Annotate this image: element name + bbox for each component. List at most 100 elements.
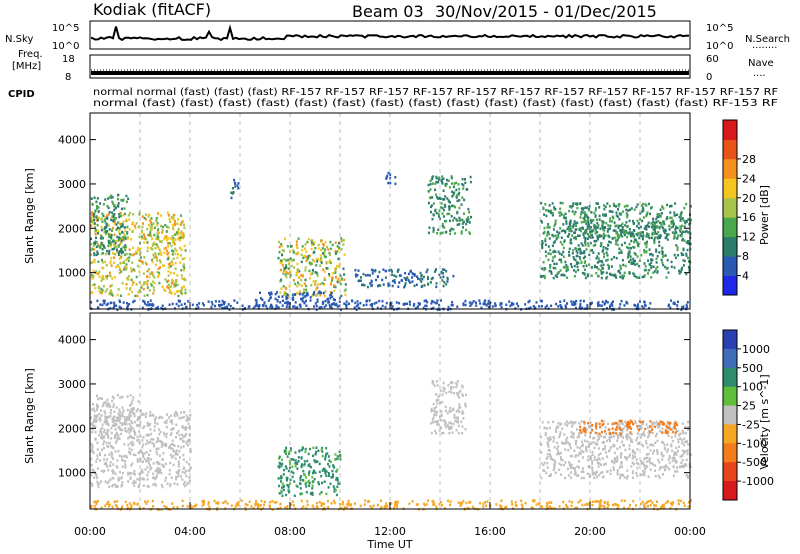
- power-cell-1900: [618, 218, 621, 221]
- velocity-cell-226: [139, 421, 142, 424]
- power-cell-937: [284, 286, 287, 290]
- velocity-cell-1710: [595, 422, 597, 426]
- power-cell-2579: [509, 304, 512, 308]
- velocity-cell-1627: [616, 455, 619, 459]
- power-cell-506: [116, 293, 119, 297]
- power-cell-1823: [596, 221, 599, 225]
- power-cell-1690: [598, 235, 601, 238]
- velocity-cell-1890: [531, 507, 534, 510]
- velocity-cell-921: [455, 382, 458, 385]
- velocity-cell-2136: [661, 505, 664, 508]
- power-cell-894: [283, 293, 286, 297]
- power-cell-1478: [572, 202, 575, 205]
- power-cell-1635: [547, 223, 550, 226]
- velocity-cell-1951: [100, 506, 103, 509]
- velocity-cell-1843: [311, 504, 314, 508]
- velocity-cell-256: [136, 457, 139, 461]
- power-cell-1847: [544, 239, 547, 243]
- velocity-cell-487: [173, 413, 176, 416]
- velocity-cell-1275: [631, 450, 634, 454]
- power-cell-745: [231, 192, 234, 195]
- velocity-cell-1523: [626, 475, 629, 478]
- power-cell-1109: [267, 299, 270, 302]
- power-cell-2179: [648, 263, 651, 266]
- power-cell-2244: [630, 231, 633, 234]
- nave-dots: ....: [753, 68, 766, 79]
- power-cell-2696: [469, 304, 472, 307]
- power-cell-1902: [559, 201, 562, 205]
- velocity-cell-906: [332, 464, 335, 467]
- power-cell-2159: [584, 243, 587, 247]
- velocity-cell-1392: [569, 454, 572, 458]
- velocity-cell-1683: [600, 419, 603, 423]
- velocity-cell-2092: [581, 503, 584, 507]
- velocity-cell-1996: [579, 499, 582, 502]
- power-cell-496: [117, 288, 120, 291]
- power-cell-1931: [627, 251, 630, 254]
- power-cell-527: [170, 244, 173, 248]
- power-cell-2346: [673, 237, 675, 240]
- power-cell-1360: [442, 215, 445, 218]
- power-cell-1180: [413, 284, 416, 288]
- velocity-cell-612: [121, 395, 124, 399]
- velocity-cell-267: [91, 445, 94, 448]
- velocity-cell-1692: [583, 420, 586, 424]
- velocity-cell-1503: [552, 420, 555, 424]
- power-cell-102: [146, 275, 148, 278]
- power-cell-346: [129, 211, 131, 215]
- velocity-cell-983: [452, 386, 455, 389]
- velocity-cell-1182: [653, 449, 656, 452]
- power-cell-513: [181, 236, 184, 239]
- power-cell-898: [337, 277, 340, 281]
- power-cell-124: [158, 281, 161, 285]
- power-cell-1311: [448, 212, 451, 216]
- velocity-cell-283: [146, 473, 149, 477]
- velocity-cell-1042: [451, 408, 454, 412]
- velocity-cell-1383: [625, 477, 628, 480]
- velocity-cell-490: [131, 443, 134, 447]
- velocity-cell-1945: [201, 504, 204, 507]
- power-cell-1255: [387, 171, 390, 175]
- velocity-cell-1587: [666, 443, 669, 446]
- velocity-cell-1299: [598, 458, 601, 461]
- velocity-cell-1002: [454, 419, 457, 423]
- power-cell-809: [287, 272, 289, 275]
- velocity-cell-629: [114, 428, 117, 431]
- power-cell-45: [157, 252, 160, 256]
- power-cell-1849: [617, 226, 620, 230]
- velocity-cell-87: [170, 447, 173, 450]
- power-cell-1181: [378, 284, 381, 287]
- velocity-cell-828: [321, 450, 324, 453]
- velocity-cell-393: [183, 484, 186, 488]
- power-cell-636: [108, 211, 111, 214]
- power-cell-2124: [552, 276, 555, 280]
- power-cell-2363: [655, 232, 658, 236]
- velocity-cell-605: [126, 408, 129, 412]
- power-cell-97: [99, 217, 102, 221]
- power-cell-1051: [301, 300, 304, 303]
- power-cell-2265: [672, 219, 674, 222]
- power-cell-1335: [465, 228, 468, 232]
- velocity-cell-55: [125, 423, 128, 426]
- power-cell-2315: [569, 224, 572, 227]
- power-cell-389: [132, 213, 135, 216]
- velocity-cell-539: [112, 419, 115, 423]
- power-cell-637: [96, 232, 99, 235]
- velocity-cell-2124: [423, 502, 426, 505]
- power-cell-1720: [544, 203, 547, 206]
- velocity-cell-477: [168, 472, 171, 476]
- power-cell-1185: [419, 271, 422, 275]
- power-cell-2155: [634, 238, 637, 242]
- velocity-cell-2094: [186, 505, 189, 508]
- power-cell-1266: [460, 203, 463, 206]
- power-cell-336: [110, 264, 113, 267]
- power-cell-2514: [608, 305, 611, 309]
- power-cell-699: [106, 217, 109, 220]
- velocity-cell-1336: [637, 462, 640, 466]
- power-cell-907: [334, 252, 337, 255]
- power-cell-2273: [587, 233, 589, 236]
- velocity-cell-388: [156, 422, 159, 426]
- power-cell-2755: [214, 304, 216, 308]
- power-cell-186: [167, 237, 170, 240]
- velocity-cell-614: [95, 408, 98, 412]
